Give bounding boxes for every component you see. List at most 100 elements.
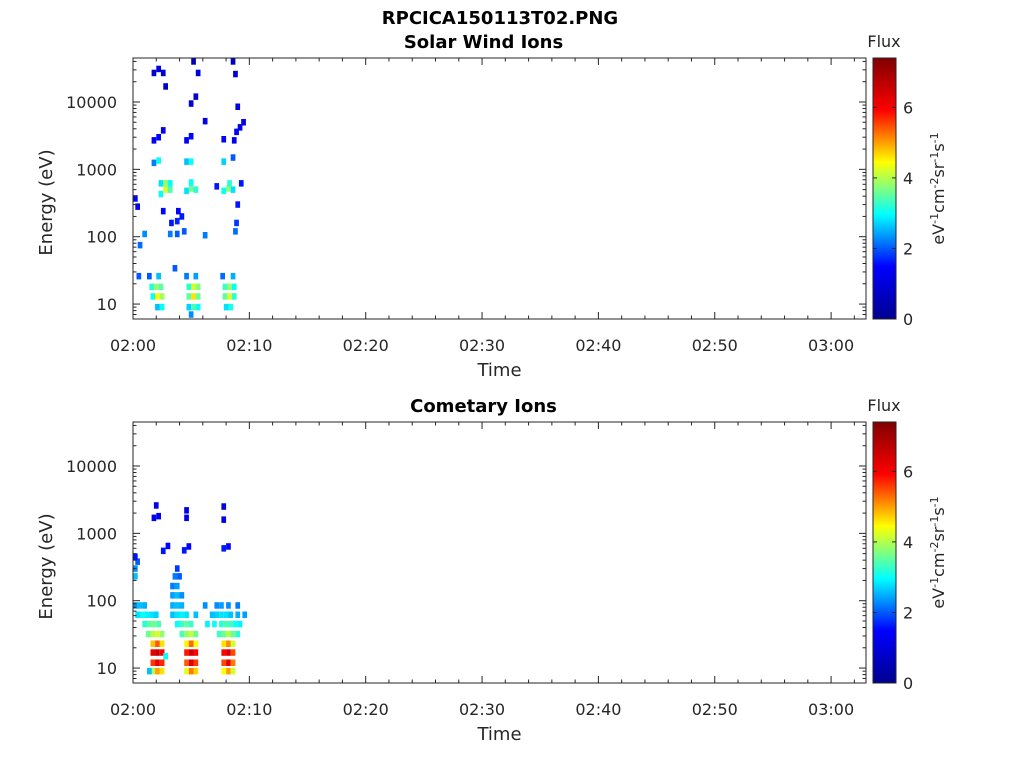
heatmap-cell: [221, 187, 227, 195]
colorbar-units-part: -1: [928, 496, 941, 507]
heatmap-cell: [135, 611, 140, 618]
heatmap-cell: [202, 117, 208, 125]
heatmap-cell: [235, 630, 241, 638]
heatmap-cell: [188, 640, 194, 647]
heatmap-cell: [221, 516, 227, 523]
heatmap-cell: [163, 83, 168, 90]
heatmap-cell: [159, 303, 165, 311]
colorbar-units-part: -1: [928, 577, 941, 588]
heatmap-cell: [222, 293, 228, 300]
heatmap-cell: [235, 602, 241, 609]
heatmap-cell: [135, 558, 140, 565]
heatmap-cell: [156, 620, 161, 628]
heatmap-cell: [191, 58, 196, 65]
heatmap-cell: [153, 502, 159, 509]
x-axis-label: Time: [476, 724, 521, 745]
heatmap-cell: [186, 293, 192, 300]
heatmap-cell: [174, 217, 180, 225]
colorbar-units-part: -1: [928, 132, 941, 143]
heatmap-cell: [184, 137, 189, 144]
heatmap-cell: [233, 70, 238, 78]
heatmap-cell: [184, 611, 189, 618]
heatmap-cell: [209, 611, 215, 618]
heatmap-cell: [220, 272, 225, 280]
heatmap-cell: [227, 180, 232, 187]
heatmap-cell: [195, 293, 201, 300]
heatmap-cell: [226, 630, 231, 638]
heatmap-cell: [233, 228, 238, 235]
heatmap-cell: [188, 630, 194, 638]
heatmap-cell: [145, 630, 151, 638]
heatmap-cell: [156, 512, 161, 520]
heatmap-cell: [226, 602, 231, 609]
heatmap-cell: [226, 649, 231, 656]
heatmap-cells: [133, 502, 248, 675]
x-tick-label: 02:20: [343, 336, 389, 355]
heatmap-cell: [158, 180, 164, 187]
heatmap-cell: [184, 514, 189, 522]
y-axis-label: Energy (eV): [36, 513, 57, 619]
x-tick-label: 02:30: [459, 336, 505, 355]
heatmap-cell: [153, 283, 159, 291]
heatmap-cell: [237, 620, 243, 628]
heatmap-cell: [234, 219, 239, 227]
colorbar-units-part: sr: [929, 162, 948, 177]
heatmap-cell: [159, 659, 165, 666]
heatmap-cell: [184, 272, 189, 280]
heatmap-cell: [151, 69, 157, 77]
x-tick-label: 02:00: [110, 336, 156, 355]
colorbar-title: Flux: [867, 396, 900, 415]
heatmap-cell: [226, 667, 231, 675]
x-tick-label: 02:00: [110, 700, 156, 719]
y-tick-label: 1000: [76, 160, 117, 179]
heatmap-cell: [221, 503, 227, 510]
heatmap-cell: [219, 602, 224, 609]
heatmap-cell: [230, 186, 236, 193]
heatmap-cell: [174, 565, 180, 572]
heatmap-cell: [230, 640, 236, 647]
heatmap-cell: [151, 137, 157, 144]
heatmap-cell: [221, 158, 227, 165]
heatmap-cell: [221, 667, 227, 675]
heatmap-cell: [188, 659, 194, 666]
heatmap-cell: [159, 667, 165, 675]
colorbar-units-part: -1: [928, 516, 941, 527]
heatmap-cell: [163, 180, 168, 187]
heatmap-cell: [167, 186, 173, 193]
colorbar-units-part: -2: [928, 178, 941, 189]
y-tick-label: 10000: [66, 457, 117, 476]
heatmap-cell: [155, 649, 160, 656]
heatmap-cell: [230, 630, 236, 638]
heatmap-cell: [179, 620, 185, 628]
x-tick-label: 02:50: [692, 700, 738, 719]
heatmap-cell: [219, 620, 224, 628]
heatmap-cell: [219, 611, 224, 618]
colorbar-units: eV-1cm-2sr-1s-1: [928, 496, 949, 608]
heatmap-cell: [202, 602, 208, 609]
heatmap-cell: [144, 611, 150, 618]
heatmap-cells: [133, 58, 246, 318]
y-tick-label: 10000: [66, 93, 117, 112]
heatmap-cell: [174, 611, 180, 618]
heatmap-cell: [235, 611, 241, 618]
heatmap-cell: [184, 158, 189, 165]
heatmap-cell: [160, 547, 166, 555]
heatmap-cell: [191, 293, 196, 300]
heatmap-cell: [156, 272, 161, 280]
heatmap-cell: [193, 630, 199, 638]
heatmap-cell: [155, 667, 160, 675]
x-tick-label: 02:10: [226, 336, 272, 355]
y-tick-label: 10: [97, 659, 117, 678]
colorbar: [872, 421, 897, 684]
heatmap-cell: [179, 611, 185, 618]
heatmap-cell: [174, 592, 180, 599]
heatmap-cell: [184, 187, 189, 195]
heatmap-cell: [195, 283, 201, 291]
heatmap-cell: [188, 667, 194, 675]
y-tick-label: 1000: [76, 524, 117, 543]
heatmap-cell: [150, 293, 156, 300]
heatmap-cell: [135, 203, 140, 210]
heatmap-cell: [230, 659, 236, 666]
heatmap-cell: [221, 136, 227, 143]
